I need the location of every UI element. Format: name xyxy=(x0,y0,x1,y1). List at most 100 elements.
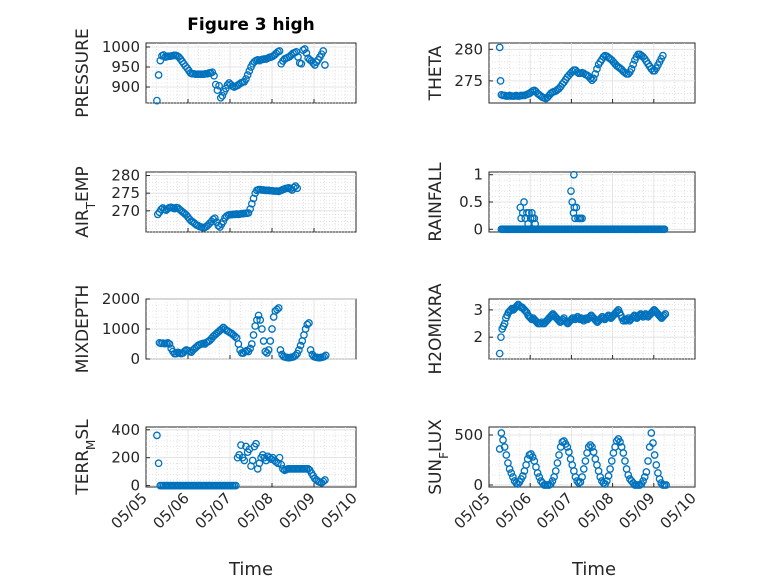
data-point xyxy=(573,477,582,485)
marker-series xyxy=(495,300,670,358)
data-point xyxy=(644,457,652,465)
data-point xyxy=(163,338,172,347)
subplot-2: 275 280 THETA xyxy=(426,40,696,104)
data-point xyxy=(528,453,537,461)
data-point xyxy=(497,429,506,437)
data-point xyxy=(581,457,590,465)
data-point xyxy=(553,459,562,467)
y-tick-label: 1 xyxy=(473,166,483,184)
y-tick-label: 275 xyxy=(454,72,483,90)
data-point xyxy=(602,477,611,485)
y-tick-label: 0 xyxy=(473,476,483,494)
data-point xyxy=(231,332,239,341)
data-point xyxy=(245,67,254,75)
y-axis-label: RAINFALL xyxy=(426,162,446,242)
data-point xyxy=(217,325,226,333)
data-point xyxy=(499,436,507,444)
data-point xyxy=(211,214,219,223)
data-point xyxy=(535,473,544,481)
data-point xyxy=(319,477,328,486)
data-point xyxy=(607,457,616,465)
x-axis-label-right: Time xyxy=(571,559,616,580)
y-tick-label: 0 xyxy=(130,350,140,368)
data-point xyxy=(248,456,257,465)
y-axis-label: AIRTEMP xyxy=(73,166,98,237)
y-tick-label: 275 xyxy=(111,184,140,202)
y-axis-label: THETA xyxy=(426,45,446,101)
data-point xyxy=(530,214,539,223)
y-tick-label: 1000 xyxy=(102,38,140,56)
data-point xyxy=(218,91,227,100)
y-tick-label: 0 xyxy=(473,220,483,238)
data-point xyxy=(289,183,298,192)
data-point xyxy=(291,182,300,190)
data-point xyxy=(570,170,578,179)
y-tick-label: 2000 xyxy=(102,290,140,308)
data-point xyxy=(518,472,527,480)
subplot-1: 900 950 1000 PRESSURE xyxy=(73,28,357,118)
data-point xyxy=(295,346,303,354)
data-point xyxy=(502,451,511,459)
data-point xyxy=(513,301,521,310)
data-point xyxy=(302,49,311,57)
data-point xyxy=(300,45,309,53)
data-point xyxy=(497,333,505,342)
y-tick-label: 3 xyxy=(473,301,483,319)
data-point xyxy=(156,56,165,65)
data-point xyxy=(221,84,230,93)
data-point xyxy=(306,346,315,354)
data-point xyxy=(244,209,253,217)
y-tick-label: 0.5 xyxy=(459,193,483,211)
y-axis-label: H2OMIXRA xyxy=(426,283,446,374)
data-point xyxy=(208,68,217,77)
data-point xyxy=(258,325,266,333)
data-point xyxy=(565,448,573,456)
data-point xyxy=(593,65,601,73)
data-point xyxy=(249,194,258,203)
data-point xyxy=(624,471,633,479)
data-point xyxy=(291,351,300,360)
data-point xyxy=(254,311,263,320)
y-tick-label: 200 xyxy=(111,449,140,467)
data-point xyxy=(296,341,305,350)
data-point xyxy=(619,449,628,457)
data-point xyxy=(216,93,225,102)
data-point xyxy=(584,443,593,451)
data-point xyxy=(505,465,514,473)
data-point xyxy=(495,43,504,52)
data-point xyxy=(253,316,261,324)
y-tick-label: 900 xyxy=(111,78,140,96)
data-point xyxy=(275,47,284,55)
data-point xyxy=(249,331,258,339)
subplot-4: 0 0.5 1 RAINFALL xyxy=(426,162,696,242)
y-tick-label: 500 xyxy=(454,426,483,444)
data-point xyxy=(247,199,256,208)
y-axis-label: PRESSURE xyxy=(73,28,93,117)
data-point xyxy=(640,473,649,481)
data-point xyxy=(321,476,329,484)
data-point xyxy=(223,81,232,89)
data-point xyxy=(589,448,598,456)
data-point xyxy=(266,337,275,345)
data-point xyxy=(153,431,161,440)
data-point xyxy=(563,443,572,451)
data-point xyxy=(256,316,265,324)
data-point xyxy=(507,469,516,477)
data-point xyxy=(604,472,613,480)
data-point xyxy=(627,65,636,73)
data-point xyxy=(213,86,222,95)
data-point xyxy=(596,473,605,481)
data-point xyxy=(655,475,664,483)
data-point xyxy=(237,441,245,449)
subplot-5: 0 1000 2000 MIXDEPTH xyxy=(73,285,357,373)
data-point xyxy=(154,459,163,468)
data-point xyxy=(495,445,504,453)
y-tick-label: 1000 xyxy=(102,320,140,338)
data-point xyxy=(321,61,329,69)
data-point xyxy=(277,460,286,469)
data-point xyxy=(660,311,668,320)
x-axis-label-left: Time xyxy=(228,559,273,580)
data-point xyxy=(578,473,586,481)
data-point xyxy=(649,439,657,447)
